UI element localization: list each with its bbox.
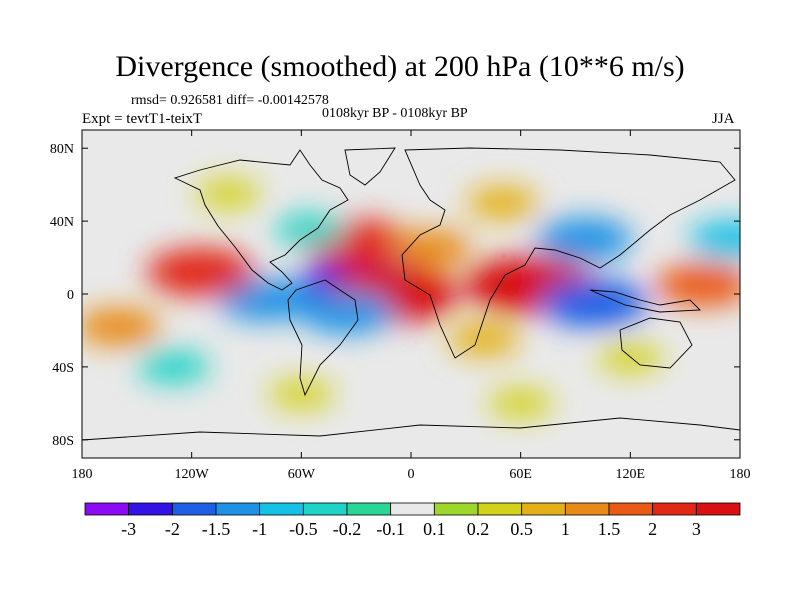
- colorbar-label: -0.1: [376, 519, 405, 539]
- colorbar-label: 3: [692, 519, 701, 539]
- y-tick-label: 0: [67, 288, 74, 303]
- field-blob: [448, 323, 521, 357]
- colorbar-swatch: [128, 502, 173, 516]
- colorbar-swatch: [346, 502, 392, 516]
- colorbar-swatch: [84, 502, 130, 516]
- y-tick-label: 40N: [50, 215, 74, 230]
- x-tick-label: 60E: [509, 467, 532, 482]
- field-blob: [466, 186, 539, 220]
- experiment-label: Expt = tevtT1-teixT: [82, 111, 203, 127]
- field-blob: [274, 213, 347, 247]
- coast-north-america: [173, 149, 349, 291]
- x-tick-label: 120E: [616, 467, 646, 482]
- period-label: 0108kyr BP - 0108kyr BP: [322, 106, 468, 121]
- colorbar-swatch: [477, 502, 523, 516]
- colorbar-swatch: [302, 502, 348, 516]
- colorbar-label: 2: [648, 519, 657, 539]
- colorbar-swatch: [564, 502, 610, 516]
- coast-maritime-continent: [589, 289, 702, 313]
- x-tick-label: 120W: [175, 467, 210, 482]
- coast-antarctica: [82, 417, 740, 441]
- colorbar-label: -0.5: [289, 519, 318, 539]
- field-blob: [536, 217, 633, 261]
- colorbar-label: -0.2: [333, 519, 362, 539]
- field-blob: [195, 178, 261, 209]
- field-blob: [387, 229, 472, 268]
- colorbar: -3 -2 -1.5 -1 -0.5 -0.2 -0.1 0.1 0.2 0.5 1 1.5 2 3: [84, 502, 741, 539]
- coast-greenland: [344, 147, 396, 186]
- colorbar-swatch: [259, 502, 304, 516]
- colorbar-swatch: [652, 502, 697, 516]
- colorbar-swatch: [608, 502, 654, 516]
- x-tick-label: 0: [408, 467, 415, 482]
- colorbar-label: -2: [165, 519, 180, 539]
- colorbar-swatch: [521, 502, 566, 516]
- stats-line: rmsd= 0.926581 diff= -0.00142578: [131, 93, 329, 108]
- x-tick-label: 180: [730, 467, 751, 482]
- coastlines: [82, 147, 740, 441]
- axis-ticks: 180 120W 60W 0 60E 120E 180 80N 40N 0 40S 80S: [50, 130, 751, 482]
- colorbar-label: 1.5: [598, 519, 621, 539]
- coast-eurasia-africa: [401, 147, 736, 359]
- colorbar-label: 0.2: [467, 519, 490, 539]
- y-tick-label: 80N: [50, 142, 74, 157]
- colorbar-label: -1.5: [202, 519, 231, 539]
- coast-south-america: [287, 279, 359, 397]
- y-tick-label: 80S: [52, 434, 74, 449]
- colorbar-swatch: [433, 502, 479, 516]
- colorbar-label: 1: [561, 519, 570, 539]
- field-blob: [488, 388, 554, 419]
- field-blob: [82, 307, 161, 346]
- field-blob: [655, 263, 740, 307]
- x-tick-label: 60W: [288, 467, 316, 482]
- field-blobs: [82, 178, 740, 419]
- field-blob: [688, 220, 740, 259]
- colorbar-label: 0.5: [510, 519, 533, 539]
- field-blob: [299, 290, 396, 334]
- field-blob: [597, 342, 663, 373]
- y-tick-label: 40S: [52, 361, 74, 376]
- colorbar-label: 0.1: [423, 519, 446, 539]
- field-blob: [137, 350, 210, 384]
- field-blob: [268, 379, 334, 410]
- colorbar-swatch: [171, 502, 217, 516]
- field-blob: [539, 279, 648, 328]
- colorbar-label: -3: [121, 519, 136, 539]
- field-blob: [146, 248, 255, 297]
- colorbar-swatch: [695, 502, 741, 516]
- colorbar-label: -1: [252, 519, 267, 539]
- chart-title: Divergence (smoothed) at 200 hPa (10**6 …: [115, 50, 685, 83]
- coast-australia: [619, 317, 693, 369]
- x-tick-label: 180: [72, 467, 93, 482]
- divergence-field: [82, 178, 740, 419]
- colorbar-swatch: [215, 502, 261, 516]
- colorbar-swatch: [390, 502, 435, 516]
- season-label: JJA: [712, 111, 735, 127]
